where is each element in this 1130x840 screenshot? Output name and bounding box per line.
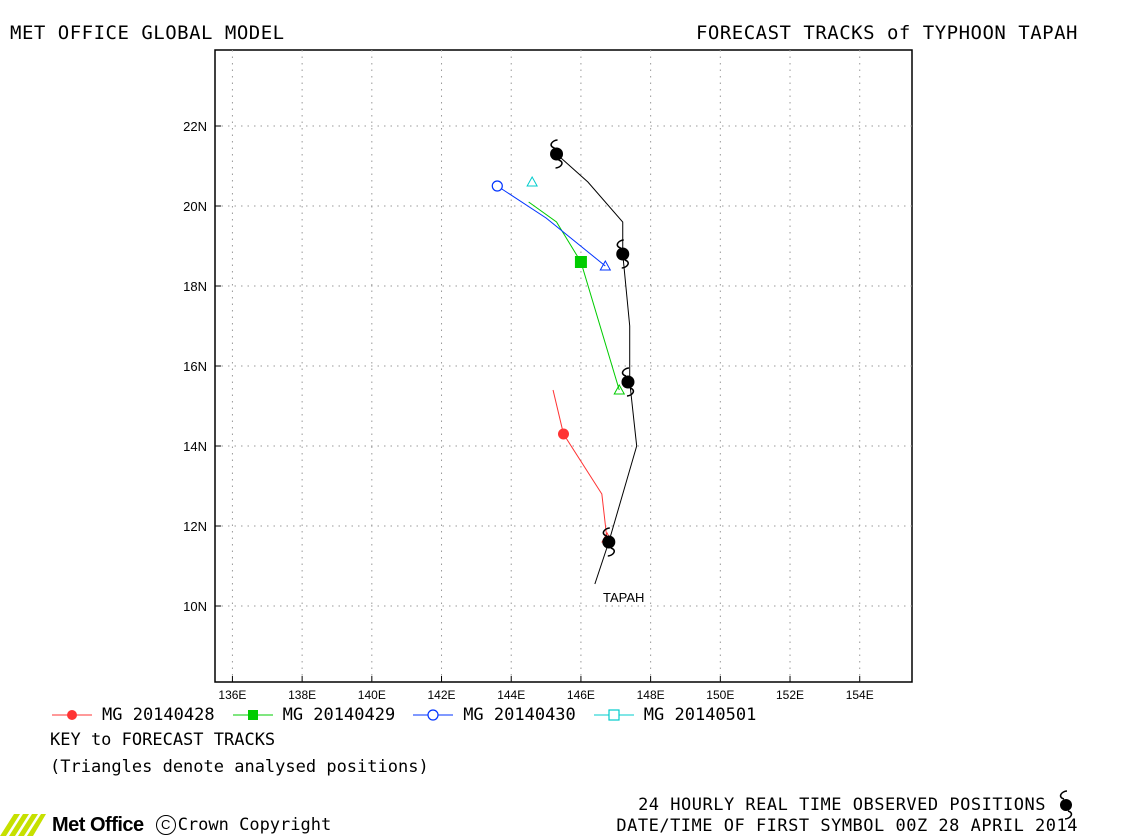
legend-label: MG 20140430 (463, 705, 576, 725)
typhoon-symbol-arm (621, 259, 629, 269)
typhoon-symbol-icon (616, 239, 630, 269)
copyright-icon: C (155, 815, 176, 835)
analysed-position-triangle (613, 383, 626, 395)
x-tick-label: 144E (497, 688, 525, 700)
met-office-logo-icon (0, 814, 46, 836)
legend-marker-open-square-icon (593, 709, 634, 721)
typhoon-symbol-icon (1059, 790, 1073, 820)
x-tick-label: 138E (288, 688, 316, 700)
typhoon-symbol-icon (550, 139, 564, 169)
grid-layer (215, 50, 912, 682)
brand-name: Met Office (52, 813, 144, 836)
series-marker (574, 256, 587, 268)
legend-item-20140430: MG 20140430 (411, 705, 576, 725)
x-tick-label: 142E (428, 688, 456, 700)
legend-label: MG 20140428 (102, 705, 215, 725)
observed-track-line (556, 153, 638, 585)
typhoon-symbol-arm (550, 139, 558, 149)
series-line-1 (528, 201, 620, 391)
storm-label: TAPAH (603, 590, 644, 605)
typhoon-symbol-icon (602, 527, 616, 557)
x-tick-label: 140E (358, 688, 386, 700)
typhoon-symbol-arm (626, 387, 635, 397)
series-line-2 (497, 185, 606, 267)
observed-note-text: 24 HOURLY REAL TIME OBSERVED POSITIONS (638, 795, 1046, 815)
copyright-notice: C Crown Copyright (155, 815, 332, 835)
typhoon-symbol-core (621, 375, 635, 389)
y-tick-label: 20N (183, 199, 207, 214)
header-left-title: MET OFFICE GLOBAL MODEL (10, 22, 285, 44)
legend-label: MG 20140429 (282, 705, 396, 725)
analysed-position-triangle (599, 259, 612, 271)
typhoon-symbol-arm (607, 547, 615, 557)
tick-layer: 136E 138E 140E 142E 144E 146E 148E 150E 152E 154E… (183, 119, 874, 700)
typhoon-symbol-arm (602, 527, 610, 537)
x-tick-label: 154E (846, 688, 874, 700)
legend-item-20140428: MG 20140428 (50, 705, 215, 725)
legend: MG 20140428 MG 20140429 MG 20140430 MG 2… (50, 705, 756, 725)
y-tick-label: 10N (183, 599, 207, 614)
x-tick-label: 146E (567, 688, 595, 700)
y-tick-label: 22N (183, 119, 207, 134)
legend-item-20140501: MG 20140501 (592, 705, 757, 725)
forecast-track-chart: 136E 138E 140E 142E 144E 146E 148E 150E 152E 154E… (183, 49, 913, 700)
legend-marker-open-circle-icon (413, 709, 454, 721)
typhoon-symbol-arm (555, 159, 563, 169)
legend-marker-filled-circle-icon (52, 710, 92, 720)
copyright-text: Crown Copyright (177, 815, 332, 835)
series-layer (491, 175, 626, 543)
typhoon-symbol-core (602, 535, 616, 549)
observed-positions-note: 24 HOURLY REAL TIME OBSERVED POSITIONS (638, 790, 1078, 820)
typhoon-symbol-core (550, 147, 564, 161)
key-title: KEY to FORECAST TRACKS (50, 730, 276, 750)
x-tick-label: 136E (218, 688, 246, 700)
legend-label: MG 20140501 (643, 705, 757, 725)
typhoon-symbol-icon (621, 367, 635, 397)
chart-title: FORECAST TRACKS of TYPHOON TAPAH (695, 22, 1078, 44)
series-marker (558, 428, 569, 440)
typhoon-symbol-core (616, 247, 630, 261)
series-marker (491, 180, 503, 192)
typhoon-symbol-arm (621, 367, 630, 377)
y-tick-label: 16N (183, 359, 207, 374)
y-tick-label: 12N (183, 519, 207, 534)
x-tick-label: 148E (637, 688, 665, 700)
x-tick-label: 150E (706, 688, 734, 700)
series-line-0 (552, 389, 608, 541)
observed-track-layer (550, 139, 638, 585)
x-tick-label: 152E (776, 688, 804, 700)
typhoon-symbol-arm (616, 239, 624, 249)
key-note: (Triangles denote analysed positions) (50, 757, 429, 777)
legend-item-20140429: MG 20140429 (231, 705, 396, 725)
y-tick-label: 18N (183, 279, 207, 294)
legend-marker-filled-square-icon (232, 710, 273, 720)
analysed-position-triangle (526, 175, 538, 187)
y-tick-label: 14N (183, 439, 207, 454)
met-office-brand: Met Office C Crown Copyright (0, 812, 331, 838)
first-symbol-date-note: DATE/TIME OF FIRST SYMBOL 00Z 28 APRIL 2… (616, 816, 1078, 836)
